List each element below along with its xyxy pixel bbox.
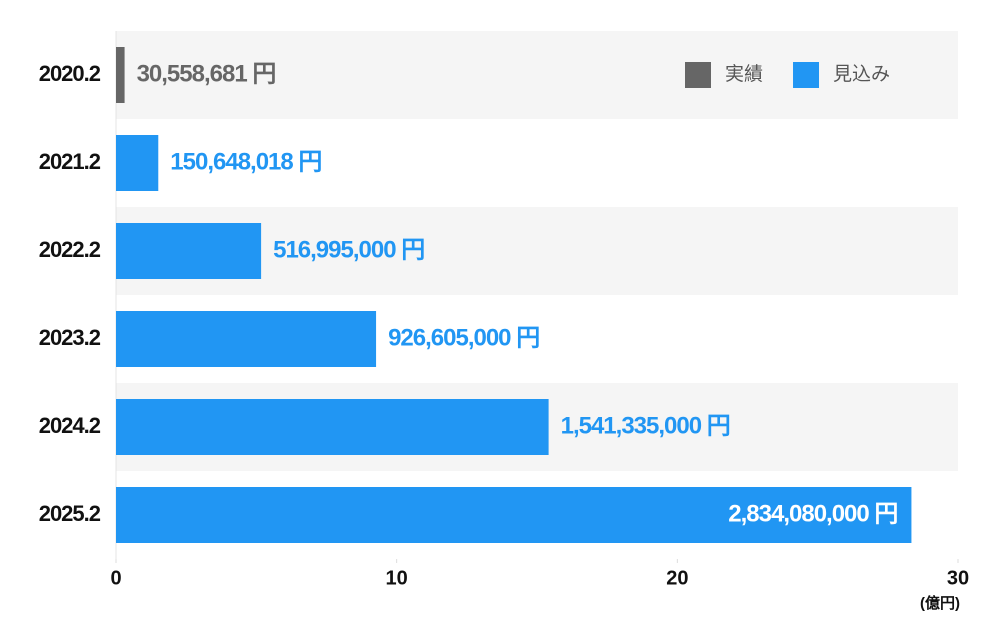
row-band — [116, 119, 958, 207]
legend-label: 実績 — [725, 63, 763, 85]
y-tick-label: 2025.2 — [39, 501, 101, 526]
y-tick-label: 2022.2 — [39, 237, 101, 262]
bar — [116, 47, 125, 103]
value-label: 926,605,000 円 — [388, 324, 539, 351]
x-tick-label: 10 — [386, 567, 408, 589]
bar — [116, 135, 159, 191]
bar — [116, 311, 377, 367]
x-axis-label: (億円) — [920, 594, 960, 612]
legend-label: 見込み — [833, 63, 890, 85]
x-tick-label: 30 — [947, 567, 969, 589]
value-label: 2,834,080,000 円 — [728, 500, 897, 527]
y-tick-label: 2024.2 — [39, 413, 101, 438]
value-label: 516,995,000 円 — [273, 236, 424, 263]
y-tick-label: 2023.2 — [39, 325, 101, 350]
value-label: 1,541,335,000 円 — [561, 412, 730, 439]
legend-swatch — [793, 62, 820, 88]
y-tick-label: 2021.2 — [39, 149, 101, 174]
bar — [116, 487, 912, 543]
x-tick-label: 0 — [110, 567, 121, 589]
bar — [116, 399, 549, 455]
bar — [116, 223, 262, 279]
x-tick-label: 20 — [666, 567, 688, 589]
value-label: 150,648,018 円 — [170, 148, 321, 175]
y-tick-label: 2020.2 — [39, 61, 101, 86]
legend-swatch — [685, 62, 711, 88]
value-label: 30,558,681 円 — [137, 60, 276, 87]
